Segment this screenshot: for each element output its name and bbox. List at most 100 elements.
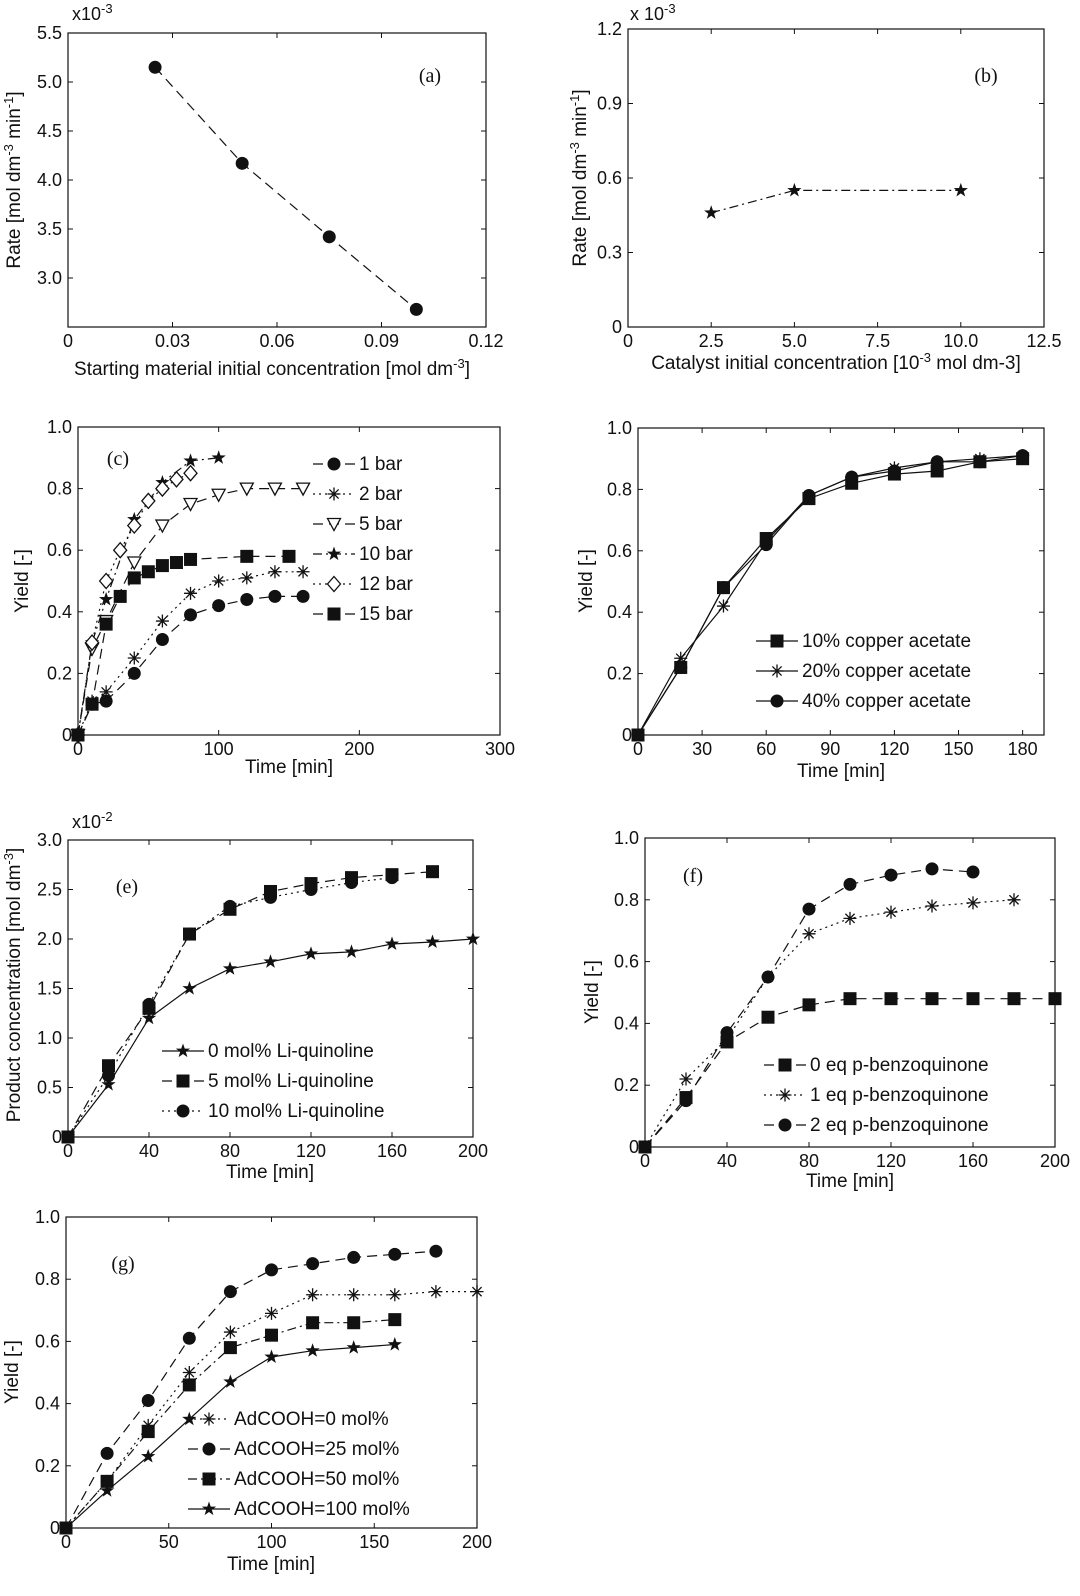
data-point	[843, 911, 857, 925]
y-tick-label: 4.0	[37, 170, 62, 190]
data-point	[925, 899, 939, 913]
data-point	[141, 1393, 155, 1407]
series-3	[638, 862, 980, 1154]
x-tick-label: 120	[296, 1141, 326, 1161]
legend-marker	[326, 546, 342, 561]
data-point	[305, 1343, 320, 1357]
data-point	[388, 1288, 402, 1302]
x-tick-label: 80	[799, 1151, 819, 1171]
x-tick-label: 300	[485, 739, 515, 759]
y-tick-label: 0.2	[614, 1075, 639, 1095]
data-point	[884, 868, 898, 882]
legend-label: 0 mol% Li-quinoline	[208, 1041, 374, 1062]
y-tick-label: 0.6	[597, 168, 622, 188]
data-point	[182, 1378, 196, 1392]
x-tick-label: 120	[876, 1151, 906, 1171]
data-point	[322, 230, 336, 244]
data-point	[470, 1285, 484, 1299]
data-point	[425, 934, 440, 949]
legend-marker	[778, 1058, 792, 1072]
legend-label: 15 bar	[359, 604, 414, 625]
series-line	[67, 877, 393, 1138]
data-point	[716, 581, 730, 595]
data-point	[182, 981, 197, 995]
x-tick-label: 0.06	[259, 331, 294, 351]
data-point	[674, 651, 688, 665]
data-point	[223, 1341, 237, 1355]
data-point	[101, 1077, 116, 1091]
data-point	[102, 1069, 115, 1083]
data-point	[1048, 992, 1062, 1006]
data-point	[347, 1250, 361, 1264]
data-point	[113, 589, 127, 603]
legend-label: 5 mol% Li-quinoline	[208, 1071, 374, 1092]
data-point	[679, 1072, 693, 1086]
x-tick-label: 0.03	[155, 331, 190, 351]
y-tick-label: 0	[50, 1518, 60, 1538]
y-tick-label: 0.6	[35, 1331, 60, 1351]
chart-a: 0 0.03 0.06 0.09 0.12 3.0 3.5 4.0 4.5 5.0 5.5 x10-3…	[1, 1, 504, 380]
legend-label: 2 eq p-benzoquinone	[810, 1115, 989, 1136]
y-tick-label: 1.5	[37, 979, 62, 999]
data-point	[303, 946, 319, 960]
legend-marker	[201, 1501, 217, 1516]
data-point	[184, 552, 198, 566]
panel-label: (c)	[107, 448, 129, 470]
data-point	[99, 685, 113, 699]
data-point	[845, 470, 859, 484]
legend-marker	[327, 457, 341, 471]
legend: 0 mol% Li-quinoline 5 mol% Li-quinoline 10…	[162, 1041, 384, 1122]
data-point	[429, 1244, 443, 1258]
data-point	[887, 464, 901, 478]
legend-label: AdCOOH=100 mol%	[234, 1499, 410, 1520]
data-point	[306, 1288, 320, 1302]
x-tick-label: 40	[139, 1141, 159, 1161]
data-point	[182, 497, 199, 512]
data-point	[142, 997, 156, 1011]
legend-marker	[176, 1074, 190, 1088]
chart-d: 0 30 60 90 120 150 180 0 0.2 0.4 0.6 0.8 1.0 Time [mi…	[576, 418, 1045, 782]
legend-marker	[176, 1104, 190, 1118]
data-point	[61, 1130, 75, 1144]
data-point	[426, 865, 439, 879]
x-axis-label: Time [min]	[226, 1162, 314, 1183]
series-line	[154, 66, 417, 310]
y-tick-label: 0	[612, 317, 622, 337]
x-tick-label: 0.09	[364, 331, 399, 351]
y-axis-label: Rate [mol dm-3 min-1]	[1, 91, 25, 268]
legend-label: 1 eq p-benzoquinone	[810, 1085, 989, 1106]
data-point	[674, 660, 688, 674]
data-point	[1007, 893, 1021, 907]
series-line	[711, 189, 961, 214]
x-axis-label: Time [min]	[245, 757, 333, 778]
data-point	[802, 902, 816, 916]
chart-e: 0 40 80 120 160 200 0 0.5 1.0 1.5 2.0 2.5 3.0 x10-2 Ti…	[1, 809, 488, 1183]
data-point	[930, 464, 944, 478]
y-tick-label: 0.8	[47, 479, 72, 499]
data-point	[304, 883, 318, 896]
data-point	[58, 1520, 74, 1535]
data-point	[223, 1374, 238, 1388]
legend-marker	[326, 575, 342, 593]
data-point	[155, 633, 169, 647]
axis-multiplier: x 10-3	[630, 1, 676, 24]
series-line	[65, 1250, 436, 1529]
data-point	[704, 205, 719, 219]
data-point	[930, 455, 944, 469]
data-point	[761, 1010, 775, 1024]
legend-marker	[202, 1442, 216, 1456]
data-point	[127, 571, 141, 585]
series-line	[77, 488, 304, 736]
data-point	[112, 541, 128, 559]
data-point	[385, 871, 399, 885]
y-tick-label: 1.0	[607, 418, 632, 438]
series-6	[71, 549, 296, 742]
data-point	[973, 455, 987, 469]
x-tick-label: 200	[458, 1141, 488, 1161]
chart-g: 0 50 100 150 200 0 0.2 0.4 0.6 0.8 1.0 Time [min] Yi…	[2, 1207, 492, 1575]
data-point	[267, 482, 283, 497]
data-point	[465, 931, 481, 946]
data-point	[347, 1316, 361, 1330]
data-point	[182, 1331, 196, 1345]
